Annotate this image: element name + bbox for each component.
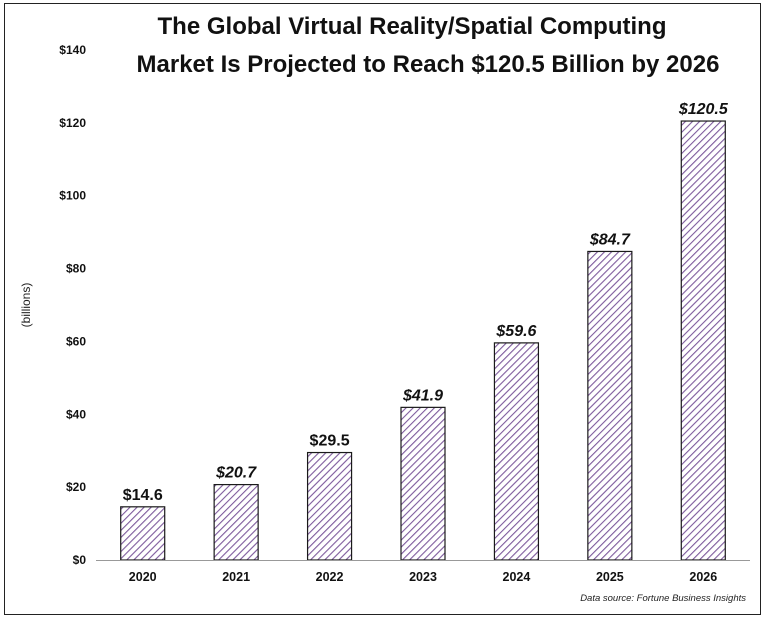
bar-2023 [400,406,446,561]
bar-2022 [306,451,353,561]
bars-group [120,120,726,561]
y-tick-label: $120 [59,116,86,130]
x-tick-label: 2020 [129,570,157,584]
x-tick-label: 2026 [689,570,717,584]
data-label-2020: $14.6 [123,487,163,504]
data-label-2025: $84.7 [589,231,631,248]
x-tick-label: 2021 [222,570,250,584]
x-tick-label: 2022 [316,570,344,584]
y-axis-label: (billions) [19,283,33,328]
data-source-note: Data source: Fortune Business Insights [580,593,746,604]
chart-title-line-2: Market Is Projected to Reach $120.5 Bill… [137,51,720,78]
data-label-2021: $20.7 [215,465,257,482]
data-labels-group: $14.6 $20.7 $29.5 $41.9 $59.6 $84.7 $120.5 [123,101,729,504]
bar-2024 [493,342,540,561]
data-label-2023: $41.9 [402,387,443,404]
data-label-2026: $120.5 [678,101,729,118]
y-tick-label: $60 [66,334,86,348]
y-tick-label: $140 [59,43,86,57]
x-tick-label: 2024 [503,570,531,584]
y-tick-label: $80 [66,262,86,276]
x-axis-ticks: 2020 2021 2022 2023 2024 2025 2026 [129,570,717,584]
data-label-2022: $29.5 [310,433,350,450]
bar-2026 [680,120,726,561]
y-tick-label: $0 [73,553,87,567]
y-tick-label: $100 [59,189,86,203]
y-tick-label: $40 [66,407,86,421]
bar-2025 [587,250,633,561]
chart-title-line-1: The Global Virtual Reality/Spatial Compu… [158,13,667,40]
data-label-2024: $59.6 [495,323,536,340]
bar-2021 [213,483,259,561]
y-tick-label: $20 [66,480,86,494]
x-tick-label: 2025 [596,570,624,584]
bar-2020 [120,506,166,561]
y-axis-ticks: $0 $20 $40 $60 $80 $100 $120 $140 [59,43,86,567]
x-tick-label: 2023 [409,570,437,584]
